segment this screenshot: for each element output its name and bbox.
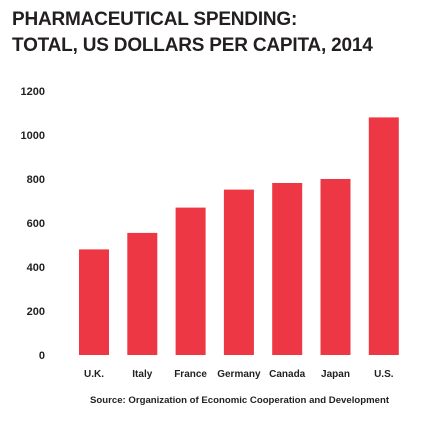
bar-germany (223, 189, 254, 355)
bar-japan (320, 179, 351, 355)
x-tick-label: Japan (321, 369, 350, 380)
y-tick-label: 0 (39, 350, 45, 362)
y-axis-tick-labels: 0 200 400 600 800 1000 1200 (21, 86, 45, 362)
x-tick-label: France (174, 369, 207, 380)
y-tick-label: 800 (27, 174, 45, 186)
x-tick-label: Canada (269, 369, 306, 380)
x-tick-label: U.K. (84, 369, 104, 380)
y-tick-label: 400 (27, 262, 45, 274)
x-axis-tick-labels: U.K. Italy France Germany Canada Japan U.S. (84, 369, 394, 380)
y-tick-label: 1000 (21, 130, 45, 142)
x-tick-label: Germany (217, 369, 261, 380)
x-tick-label: U.S. (374, 369, 394, 380)
bar-france (175, 207, 206, 355)
bars (79, 117, 399, 356)
y-tick-label: 600 (27, 218, 45, 230)
y-tick-label: 200 (27, 306, 45, 318)
chart-title-line-1: PHARMACEUTICAL SPENDING: (12, 9, 298, 30)
bar-canada (272, 183, 303, 355)
chart-title: PHARMACEUTICAL SPENDING: TOTAL, US DOLLA… (12, 8, 373, 58)
x-tick-label: Italy (132, 369, 152, 380)
bar-uk (79, 249, 109, 355)
bar-italy (127, 232, 158, 355)
chart-title-line-2: TOTAL, US DOLLARS PER CAPITA, 2014 (12, 35, 373, 56)
source-note: Source: Organization of Economic Coopera… (90, 395, 390, 406)
y-tick-label: 1200 (21, 86, 45, 98)
bar-us (368, 117, 399, 356)
